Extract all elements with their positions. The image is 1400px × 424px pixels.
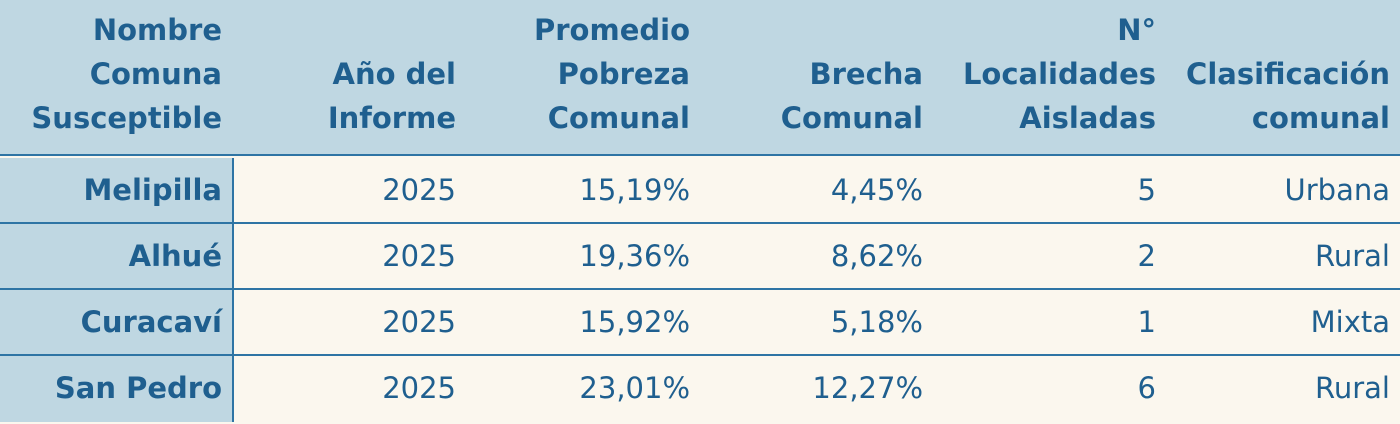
cell-comuna: Alhué (128, 239, 222, 273)
table-header: Nombre Comuna Susceptible Año del Inform… (0, 0, 1400, 156)
row-label-cell (0, 290, 234, 356)
table-row: Curacaví 2025 15,92% 5,18% 1 Mixta (0, 290, 1400, 356)
cell-brecha: 8,62% (830, 239, 923, 273)
table-row: San Pedro 2025 23,01% 12,27% 6 Rural (0, 356, 1400, 422)
cell-localidades: 1 (1137, 305, 1156, 339)
cell-pobreza: 23,01% (579, 371, 690, 405)
cell-brecha: 5,18% (830, 305, 923, 339)
header-ano-informe: Año del Informe (327, 57, 456, 135)
cell-comuna: Melipilla (83, 173, 222, 207)
cell-comuna: Curacaví (80, 305, 222, 339)
header-promedio-pobreza: Promedio Pobreza Comunal (534, 13, 690, 135)
row-label-cell (0, 158, 234, 224)
cell-ano: 2025 (382, 305, 456, 339)
row-label-cell (0, 356, 234, 422)
cell-pobreza: 19,36% (579, 239, 690, 273)
header-nombre-comuna: Nombre Comuna Susceptible (31, 13, 222, 135)
table-row: Alhué 2025 19,36% 8,62% 2 Rural (0, 224, 1400, 290)
table-row: Melipilla 2025 15,19% 4,45% 5 Urbana (0, 158, 1400, 224)
cell-pobreza: 15,92% (579, 305, 690, 339)
cell-localidades: 2 (1137, 239, 1156, 273)
cell-clasificacion: Rural (1315, 239, 1390, 273)
cell-ano: 2025 (382, 173, 456, 207)
header-localidades-aisladas: N° Localidades Aisladas (962, 13, 1156, 135)
header-clasificacion: Clasificación comunal (1186, 57, 1390, 135)
header-brecha-comunal: Brecha Comunal (780, 57, 923, 135)
cell-ano: 2025 (382, 371, 456, 405)
cell-pobreza: 15,19% (579, 173, 690, 207)
cell-clasificacion: Urbana (1284, 173, 1390, 207)
cell-localidades: 5 (1137, 173, 1156, 207)
cell-clasificacion: Mixta (1310, 305, 1390, 339)
cell-brecha: 4,45% (830, 173, 923, 207)
cell-brecha: 12,27% (812, 371, 923, 405)
cell-clasificacion: Rural (1315, 371, 1390, 405)
cell-ano: 2025 (382, 239, 456, 273)
row-label-cell (0, 224, 234, 290)
cell-comuna: San Pedro (54, 371, 222, 405)
cell-localidades: 6 (1137, 371, 1156, 405)
